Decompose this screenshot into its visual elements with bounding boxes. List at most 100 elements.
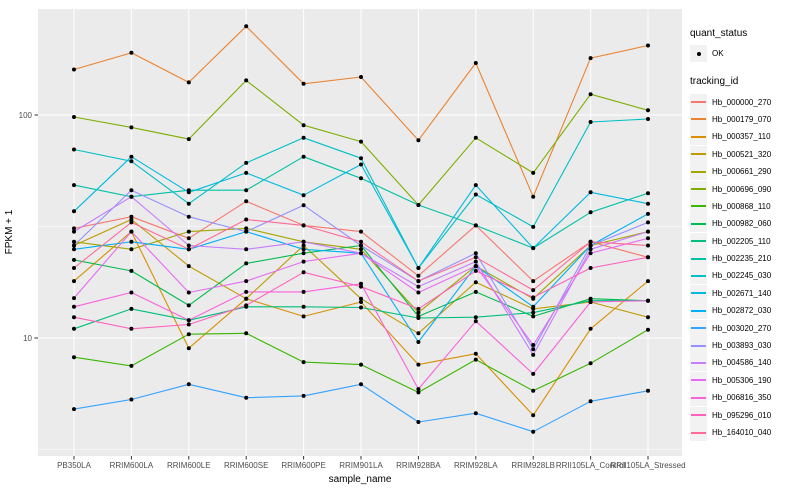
- data-point: [244, 24, 249, 29]
- data-point: [416, 306, 421, 311]
- data-point: [72, 115, 76, 119]
- data-point: [531, 224, 536, 229]
- data-point: [129, 220, 134, 225]
- data-point: [473, 135, 478, 140]
- data-point: [186, 190, 191, 195]
- data-point: [359, 305, 363, 310]
- data-point: [473, 411, 478, 416]
- data-point: [72, 229, 76, 234]
- data-point: [359, 156, 363, 161]
- data-point: [129, 229, 134, 234]
- legend-item: Hb_003893_030: [690, 337, 800, 355]
- data-point: [129, 239, 134, 244]
- legend-key-line: [690, 128, 707, 146]
- data-point: [72, 67, 76, 72]
- data-point: [129, 217, 134, 222]
- legend-key-line: [690, 337, 707, 355]
- legend-item-label: Hb_003020_270: [712, 323, 772, 333]
- data-point: [186, 247, 191, 252]
- data-point: [588, 190, 593, 195]
- data-point: [588, 251, 593, 256]
- data-point: [646, 117, 650, 121]
- data-point: [588, 326, 593, 331]
- x-tick-label: RRIM901LA: [339, 461, 383, 470]
- data-point: [588, 399, 593, 404]
- data-point: [301, 135, 306, 140]
- data-point: [473, 280, 478, 285]
- data-point: [186, 332, 191, 337]
- data-point: [416, 284, 421, 289]
- data-point: [473, 289, 478, 294]
- data-point: [129, 188, 134, 193]
- line-swatch-icon: [691, 431, 706, 434]
- data-point: [72, 239, 76, 244]
- data-point: [244, 289, 249, 294]
- data-point: [244, 303, 249, 308]
- legend-key-line: [690, 284, 707, 302]
- data-point: [301, 251, 306, 256]
- y-axis-title: FPKM + 1: [4, 209, 15, 254]
- data-point: [301, 123, 306, 128]
- legend-item-label: Hb_000868_110: [712, 201, 771, 211]
- data-point: [531, 343, 536, 347]
- data-point: [646, 315, 650, 320]
- data-point: [531, 170, 536, 175]
- x-tick-label: RRIM928BA: [396, 461, 441, 470]
- legend-key-line: [690, 110, 707, 128]
- y-tick-label: 100: [19, 111, 33, 120]
- x-tick-label: RRIM600LA: [110, 461, 154, 470]
- data-point: [473, 251, 478, 256]
- data-point: [646, 298, 650, 303]
- data-point: [531, 388, 536, 393]
- data-point: [72, 226, 76, 231]
- data-point: [359, 176, 363, 181]
- data-point: [416, 331, 421, 336]
- legend-item-label: Hb_006816_350: [712, 393, 772, 403]
- data-point: [186, 137, 191, 142]
- legend-key-point: [690, 45, 707, 63]
- legend-key-line: [690, 424, 707, 441]
- data-point: [186, 322, 191, 327]
- data-point: [646, 229, 650, 234]
- line-swatch-icon: [691, 101, 706, 104]
- data-point: [416, 279, 421, 284]
- data-point: [531, 304, 536, 309]
- data-point: [72, 304, 76, 309]
- data-point: [186, 229, 191, 234]
- data-point: [473, 255, 478, 260]
- legend-item-label: Hb_002235_210: [712, 254, 772, 264]
- legend-key-line: [690, 389, 707, 407]
- line-swatch-icon: [691, 274, 706, 277]
- data-point: [416, 273, 421, 278]
- legend-item: Hb_000868_110: [690, 197, 800, 215]
- x-tick-label: RRIM600PE: [281, 461, 325, 470]
- data-point: [359, 300, 363, 304]
- data-point: [301, 81, 306, 86]
- line-swatch-icon: [691, 205, 706, 208]
- data-point: [473, 61, 478, 65]
- data-point: [646, 191, 650, 196]
- line-swatch-icon: [691, 135, 706, 138]
- line-swatch-icon: [691, 292, 706, 295]
- data-point: [416, 138, 421, 143]
- data-point: [359, 296, 363, 301]
- data-point: [301, 259, 306, 264]
- data-point: [646, 220, 650, 225]
- line-swatch-icon: [691, 222, 706, 225]
- data-point: [588, 92, 593, 97]
- data-point: [359, 382, 363, 387]
- line-swatch-icon: [691, 118, 706, 121]
- legend-item-label: Hb_164010_040: [712, 428, 772, 437]
- legend-item: Hb_002205_110: [690, 232, 800, 250]
- data-point: [129, 326, 134, 331]
- data-point: [244, 170, 249, 175]
- data-point: [359, 75, 363, 79]
- legend-key-line: [690, 267, 707, 285]
- x-tick-label: RRII105LA_Stressed: [610, 461, 685, 470]
- data-point: [359, 229, 363, 234]
- data-point: [72, 279, 76, 284]
- data-point: [588, 266, 593, 270]
- legend-item: Hb_000521_320: [690, 145, 800, 163]
- data-point: [646, 236, 650, 241]
- data-point: [416, 310, 421, 315]
